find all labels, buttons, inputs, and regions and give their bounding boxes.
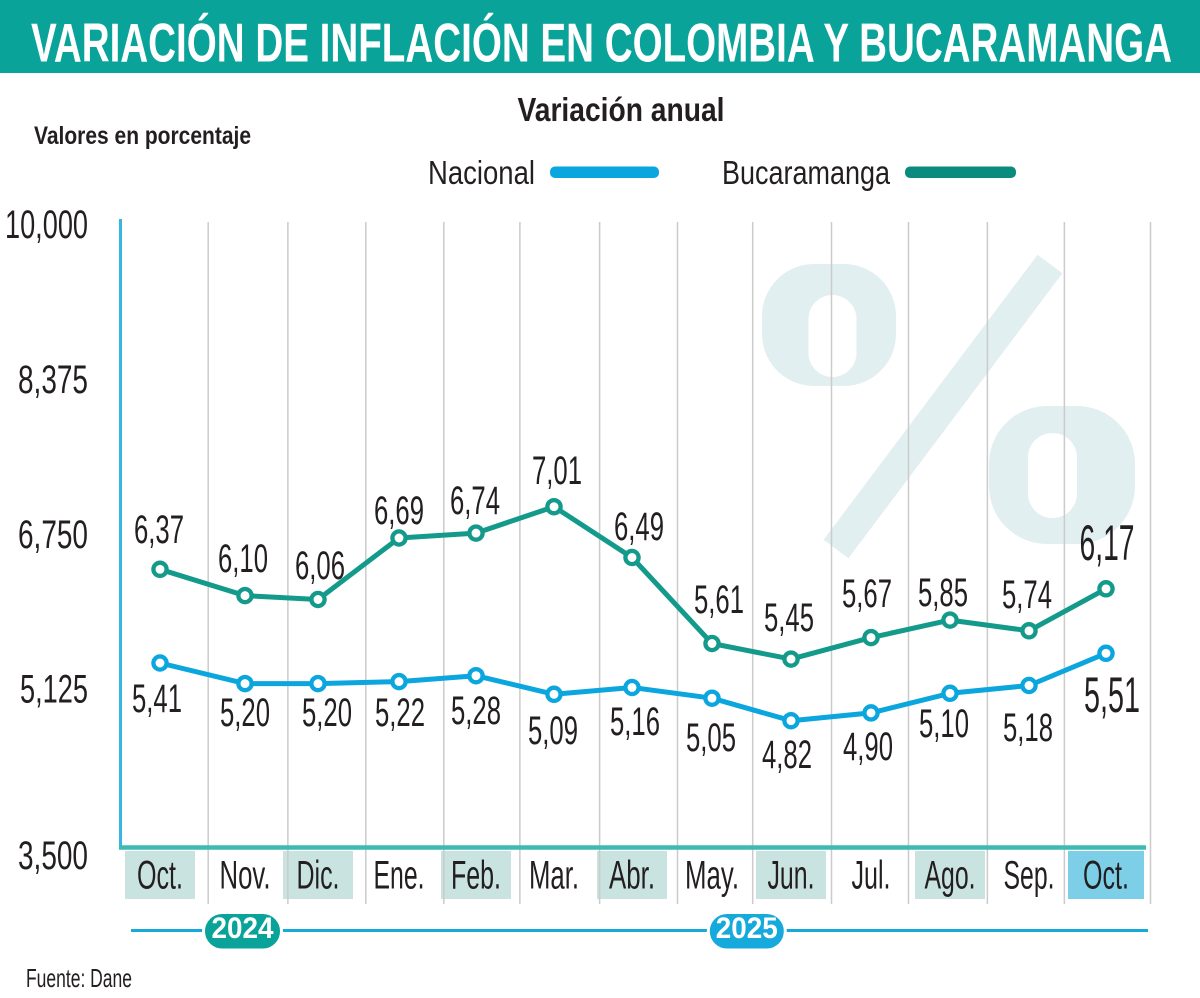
svg-text:7,01: 7,01 bbox=[532, 449, 582, 493]
svg-text:6,06: 6,06 bbox=[295, 544, 345, 588]
svg-text:5,22: 5,22 bbox=[375, 691, 425, 735]
svg-text:6,37: 6,37 bbox=[134, 508, 184, 552]
svg-text:6,750: 6,750 bbox=[18, 513, 88, 557]
svg-text:Dic.: Dic. bbox=[297, 854, 340, 898]
svg-text:6,17: 6,17 bbox=[1080, 515, 1135, 571]
svg-text:6,69: 6,69 bbox=[374, 489, 424, 533]
svg-text:5,45: 5,45 bbox=[764, 596, 814, 640]
svg-text:3,500: 3,500 bbox=[18, 834, 88, 878]
svg-text:Ago.: Ago. bbox=[925, 854, 976, 898]
svg-text:Fuente: Dane: Fuente: Dane bbox=[26, 963, 132, 993]
svg-text:May.: May. bbox=[685, 854, 739, 898]
svg-text:6,74: 6,74 bbox=[450, 479, 500, 523]
svg-text:5,41: 5,41 bbox=[132, 677, 182, 721]
svg-text:2024: 2024 bbox=[212, 912, 274, 945]
svg-text:5,20: 5,20 bbox=[220, 691, 270, 735]
svg-text:5,10: 5,10 bbox=[919, 702, 969, 746]
svg-text:Oct.: Oct. bbox=[137, 854, 183, 898]
svg-text:5,85: 5,85 bbox=[918, 571, 968, 615]
svg-text:8,375: 8,375 bbox=[18, 358, 88, 402]
svg-text:5,28: 5,28 bbox=[451, 689, 501, 733]
svg-text:Nacional: Nacional bbox=[428, 154, 535, 191]
svg-text:Mar.: Mar. bbox=[529, 854, 579, 898]
svg-text:Sep.: Sep. bbox=[1004, 854, 1055, 898]
svg-text:Variación anual: Variación anual bbox=[518, 91, 725, 128]
svg-text:Nov.: Nov. bbox=[220, 854, 271, 898]
svg-text:5,18: 5,18 bbox=[1003, 706, 1053, 750]
svg-text:5,61: 5,61 bbox=[694, 578, 744, 622]
svg-text:5,05: 5,05 bbox=[686, 716, 736, 760]
svg-text:Bucaramanga: Bucaramanga bbox=[722, 154, 891, 191]
svg-text:6,49: 6,49 bbox=[614, 505, 664, 549]
svg-text:5,67: 5,67 bbox=[842, 572, 892, 616]
svg-text:Abr.: Abr. bbox=[609, 854, 655, 898]
svg-text:Jul.: Jul. bbox=[852, 854, 891, 898]
svg-text:5,20: 5,20 bbox=[302, 691, 352, 735]
svg-text:4,82: 4,82 bbox=[762, 733, 812, 777]
svg-text:Oct.: Oct. bbox=[1083, 854, 1129, 898]
svg-text:4,90: 4,90 bbox=[843, 725, 893, 769]
svg-text:2025: 2025 bbox=[716, 912, 778, 945]
svg-text:10,000: 10,000 bbox=[5, 203, 88, 247]
svg-text:6,10: 6,10 bbox=[218, 537, 268, 581]
svg-text:Feb.: Feb. bbox=[451, 854, 501, 898]
svg-text:Jun.: Jun. bbox=[768, 854, 815, 898]
svg-text:5,09: 5,09 bbox=[528, 709, 578, 753]
svg-text:Ene.: Ene. bbox=[374, 854, 425, 898]
svg-text:VARIACIÓN DE INFLACIÓN EN COLO: VARIACIÓN DE INFLACIÓN EN COLOMBIA Y BUC… bbox=[31, 12, 1172, 74]
svg-text:5,16: 5,16 bbox=[610, 700, 660, 744]
svg-text:5,74: 5,74 bbox=[1002, 573, 1052, 617]
svg-text:Valores en porcentaje: Valores en porcentaje bbox=[34, 122, 251, 150]
svg-text:5,51: 5,51 bbox=[1084, 667, 1140, 723]
svg-text:5,125: 5,125 bbox=[20, 668, 88, 712]
